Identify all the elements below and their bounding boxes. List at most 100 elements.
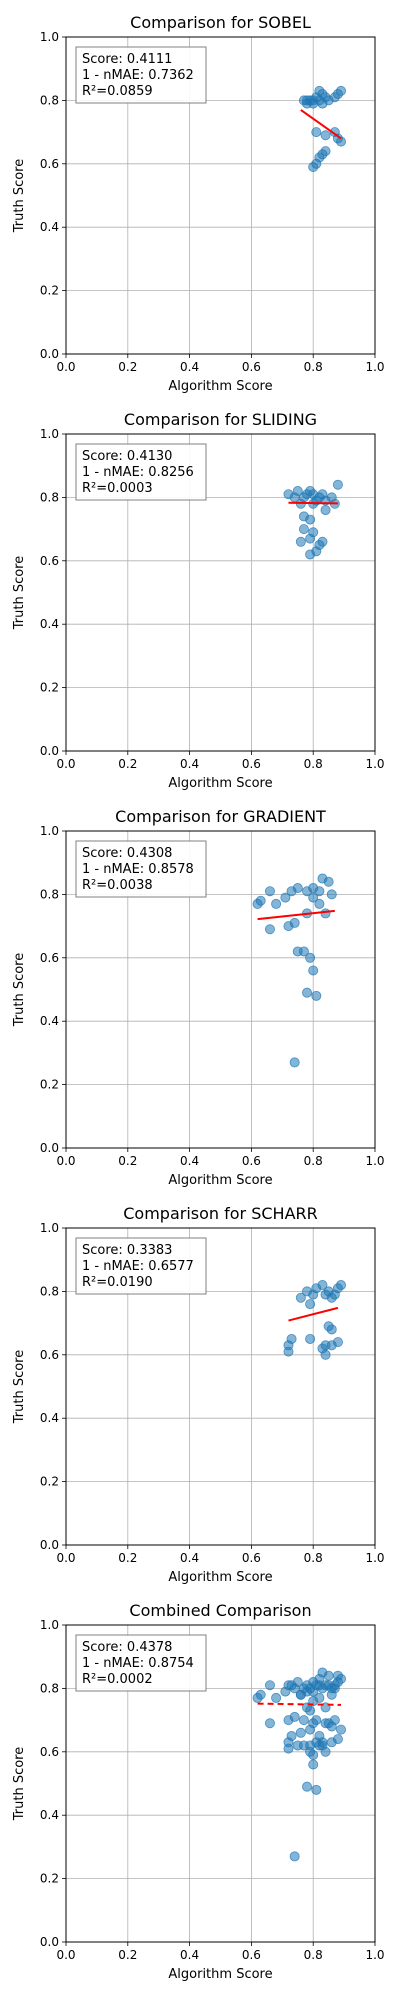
y-tick-label: 0.0 xyxy=(40,744,59,758)
data-point xyxy=(298,946,309,957)
x-tick-label: 0.2 xyxy=(118,1948,137,1962)
data-point xyxy=(336,136,347,147)
data-point xyxy=(264,1680,275,1691)
data-point xyxy=(298,1715,309,1726)
y-tick-label: 1.0 xyxy=(40,427,59,441)
stats-line: R²=0.0038 xyxy=(82,878,153,893)
data-point xyxy=(271,1692,282,1703)
data-point xyxy=(323,1670,334,1681)
data-point xyxy=(292,486,303,497)
data-point xyxy=(302,1781,313,1792)
data-point xyxy=(336,1280,347,1291)
y-tick-label: 1.0 xyxy=(40,1221,59,1235)
x-axis-label: Algorithm Score xyxy=(168,379,272,394)
data-point xyxy=(314,1673,325,1684)
data-point xyxy=(295,1727,306,1738)
data-point xyxy=(255,895,266,906)
data-point xyxy=(314,898,325,909)
regression-line xyxy=(300,109,342,140)
chart-panel: Combined Comparison 0.0 0.2 0.4 0.6 0.8 1.0 0.0… xyxy=(12,1601,385,1982)
x-tick-label: 0.6 xyxy=(242,757,261,771)
data-point xyxy=(308,1759,319,1770)
y-tick-label: 0.6 xyxy=(40,1348,59,1362)
y-tick-label: 0.8 xyxy=(40,1284,59,1298)
x-tick-label: 0.4 xyxy=(180,1948,199,1962)
stats-box xyxy=(75,46,207,104)
data-point xyxy=(332,479,343,490)
data-point xyxy=(320,1746,331,1757)
y-tick-label: 0.0 xyxy=(40,1141,59,1155)
y-tick-label: 0.4 xyxy=(40,220,59,234)
x-tick-label: 0.6 xyxy=(242,1948,261,1962)
data-point xyxy=(305,549,316,560)
data-point xyxy=(295,536,306,547)
axes-frame xyxy=(65,433,376,752)
y-tick-label: 0.0 xyxy=(40,1935,59,1949)
x-tick-label: 0.2 xyxy=(118,360,137,374)
y-axis-label: Truth Score xyxy=(12,556,27,631)
data-point xyxy=(320,146,331,157)
y-axis-label: Truth Score xyxy=(12,953,27,1028)
data-point xyxy=(332,1670,343,1681)
x-axis-label: Algorithm Score xyxy=(168,1570,272,1585)
chart-title: Comparison for SCHARR xyxy=(123,1204,318,1223)
x-tick-label: 0.2 xyxy=(118,1154,137,1168)
chart-panel: Comparison for SOBEL 0.0 0.2 0.4 0.6 0.8 1.0 0.… xyxy=(12,13,385,394)
data-point xyxy=(320,908,331,919)
x-tick-label: 0.4 xyxy=(180,757,199,771)
data-point xyxy=(283,1346,294,1357)
data-point xyxy=(298,524,309,535)
data-point xyxy=(326,1324,337,1335)
x-tick-label: 0.2 xyxy=(118,757,137,771)
y-tick-label: 0.2 xyxy=(40,1872,59,1886)
data-point xyxy=(271,898,282,909)
regression-line xyxy=(288,501,338,505)
data-point xyxy=(317,536,328,547)
data-point xyxy=(292,883,303,894)
x-tick-label: 0.0 xyxy=(56,1154,75,1168)
x-tick-label: 0.2 xyxy=(118,1551,137,1565)
data-point xyxy=(295,1292,306,1303)
x-tick-label: 0.6 xyxy=(242,360,261,374)
stats-line: 1 - nMAE: 0.6577 xyxy=(82,1259,194,1274)
axes-frame xyxy=(65,1624,376,1943)
data-point xyxy=(332,1734,343,1745)
y-tick-label: 0.8 xyxy=(40,490,59,504)
x-tick-label: 1.0 xyxy=(365,360,384,374)
x-tick-label: 0.8 xyxy=(304,1551,323,1565)
data-point xyxy=(329,1683,340,1694)
stats-line: R²=0.0859 xyxy=(82,84,153,99)
data-point xyxy=(311,158,322,169)
x-tick-label: 0.6 xyxy=(242,1154,261,1168)
chart-title: Comparison for GRADIENT xyxy=(115,807,326,826)
data-point xyxy=(305,1724,316,1735)
data-point xyxy=(311,1784,322,1795)
x-axis-label: Algorithm Score xyxy=(168,1967,272,1982)
stats-box xyxy=(75,1237,207,1295)
data-point xyxy=(264,1718,275,1729)
data-point xyxy=(305,952,316,963)
data-point xyxy=(320,505,331,516)
x-tick-label: 0.8 xyxy=(304,1154,323,1168)
y-tick-label: 0.6 xyxy=(40,1745,59,1759)
data-point xyxy=(305,1740,316,1751)
stats-box xyxy=(75,443,207,501)
x-tick-label: 0.8 xyxy=(304,757,323,771)
stats-line: Score: 0.4378 xyxy=(82,1640,172,1655)
data-point xyxy=(283,1715,294,1726)
axes-frame xyxy=(65,830,376,1149)
x-axis-label: Algorithm Score xyxy=(168,776,272,791)
data-point xyxy=(305,533,316,544)
y-axis-label: Truth Score xyxy=(12,159,27,234)
data-point xyxy=(305,1705,316,1716)
data-point xyxy=(289,1683,300,1694)
data-point xyxy=(332,1337,343,1348)
y-tick-label: 0.4 xyxy=(40,617,59,631)
data-point xyxy=(280,892,291,903)
x-tick-label: 1.0 xyxy=(365,1948,384,1962)
chart-title: Combined Comparison xyxy=(129,1601,311,1620)
data-point xyxy=(302,1686,313,1697)
data-point xyxy=(264,886,275,897)
y-tick-label: 0.2 xyxy=(40,1475,59,1489)
